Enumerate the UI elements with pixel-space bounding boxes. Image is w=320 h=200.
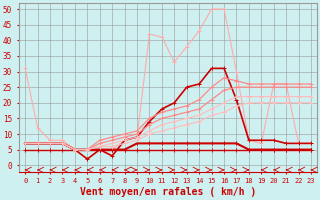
X-axis label: Vent moyen/en rafales ( km/h ): Vent moyen/en rafales ( km/h ) bbox=[80, 187, 256, 197]
